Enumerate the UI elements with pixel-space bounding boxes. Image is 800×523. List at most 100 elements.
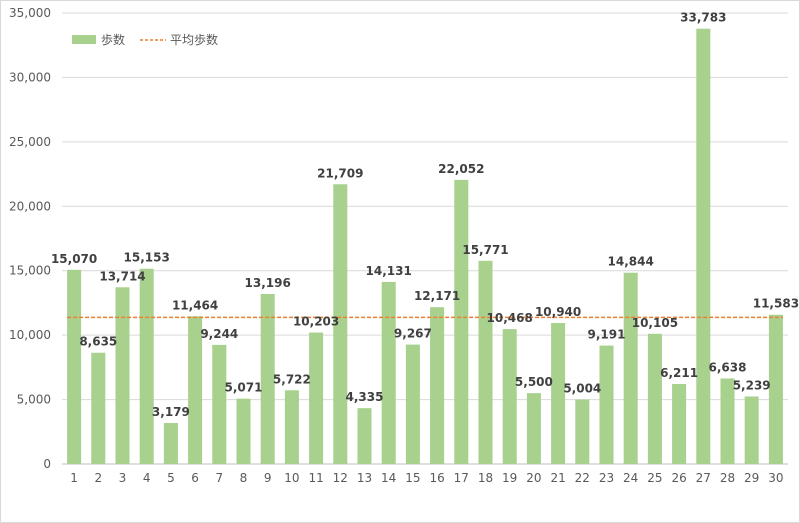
bar [309,332,324,464]
bar [672,383,687,464]
data-label: 15,153 [124,251,170,265]
bar [744,396,759,464]
y-tick-label: 10,000 [9,328,51,342]
y-axis-tick-labels: 0 5,000 10,000 15,000 20,000 25,000 30,000 35,0… [9,6,51,471]
data-label: 10,105 [632,316,678,330]
bar [502,329,517,464]
data-label: 5,722 [273,372,311,386]
y-tick-label: 5,000 [17,393,51,407]
x-tick-label: 18 [478,471,493,485]
data-label: 14,844 [608,255,654,269]
x-tick-label: 10 [284,471,299,485]
x-tick-label: 21 [550,471,565,485]
bar [430,307,445,464]
bar [381,281,396,464]
data-label: 11,464 [172,298,218,312]
legend-label-steps: 歩数 [101,32,125,47]
data-label: 10,940 [535,305,581,319]
x-tick-label: 11 [308,471,323,485]
x-axis-tick-labels: 1 2 3 4 5 6 7 8 9 10 11 12 13 14 15 16 17 18 19 20 21 22 23 24 2… [70,471,783,485]
x-tick-label: 15 [405,471,420,485]
data-label: 9,244 [200,327,238,341]
x-tick-label: 2 [94,471,102,485]
y-tick-label: 30,000 [9,70,51,84]
data-label: 5,500 [515,375,553,389]
x-tick-label: 20 [526,471,541,485]
data-label: 3,179 [152,405,190,419]
bar [454,179,469,464]
x-tick-label: 19 [502,471,517,485]
data-label: 4,335 [346,390,384,404]
y-tick-label: 25,000 [9,135,51,149]
data-label: 15,771 [462,243,508,257]
bar [333,184,348,464]
x-tick-label: 13 [357,471,372,485]
data-label: 6,638 [709,360,747,374]
data-label: 5,239 [733,378,771,392]
x-tick-label: 30 [768,471,783,485]
bar [720,378,735,464]
x-tick-label: 6 [191,471,199,485]
bar [647,333,662,464]
data-label: 10,468 [487,311,533,325]
gridlines [62,12,788,465]
bar [91,352,106,464]
x-tick-label: 16 [429,471,444,485]
x-tick-label: 24 [623,471,638,485]
x-tick-label: 7 [215,471,223,485]
data-label: 8,635 [79,335,117,349]
x-tick-label: 9 [264,471,272,485]
bar [526,393,541,464]
data-label: 12,171 [414,289,460,303]
bar [260,293,275,464]
y-tick-label: 20,000 [9,199,51,213]
bar [768,314,783,464]
bar [696,28,711,464]
data-label: 15,070 [51,252,97,266]
data-label: 9,191 [588,328,626,342]
y-tick-label: 0 [43,457,51,471]
data-label: 5,071 [225,381,263,395]
bar [212,344,227,464]
data-label: 22,052 [438,162,484,176]
x-tick-label: 23 [599,471,614,485]
x-tick-label: 28 [720,471,735,485]
data-label: 6,211 [660,366,698,380]
x-tick-label: 26 [671,471,686,485]
bar [139,268,154,464]
x-tick-label: 27 [696,471,711,485]
bar [405,344,420,464]
bar [236,398,251,464]
x-tick-label: 5 [167,471,175,485]
legend: 歩数 平均歩数 [72,32,218,47]
data-labels: 15,070 8,635 13,714 15,153 3,179 11,464 9,244 5… [51,11,799,419]
x-tick-label: 14 [381,471,396,485]
data-label: 5,004 [563,382,601,396]
legend-label-average: 平均歩数 [170,32,218,47]
x-tick-label: 1 [70,471,78,485]
data-label: 13,714 [99,269,145,283]
bar [599,345,614,464]
x-tick-label: 29 [744,471,759,485]
bar [115,287,130,464]
bar [357,408,372,464]
bar [575,399,590,464]
data-label: 10,203 [293,315,339,329]
data-label: 14,131 [366,264,412,278]
x-tick-label: 3 [119,471,127,485]
y-tick-label: 35,000 [9,6,51,20]
data-label: 33,783 [680,11,726,25]
bars [67,28,783,464]
x-tick-label: 8 [240,471,248,485]
x-tick-label: 25 [647,471,662,485]
x-tick-label: 22 [575,471,590,485]
bar [188,316,203,464]
bar [67,269,82,464]
bar [551,323,566,464]
data-label: 11,583 [753,297,799,311]
bar [284,390,299,464]
data-label: 9,267 [394,327,432,341]
bar [623,272,638,464]
x-tick-label: 17 [454,471,469,485]
